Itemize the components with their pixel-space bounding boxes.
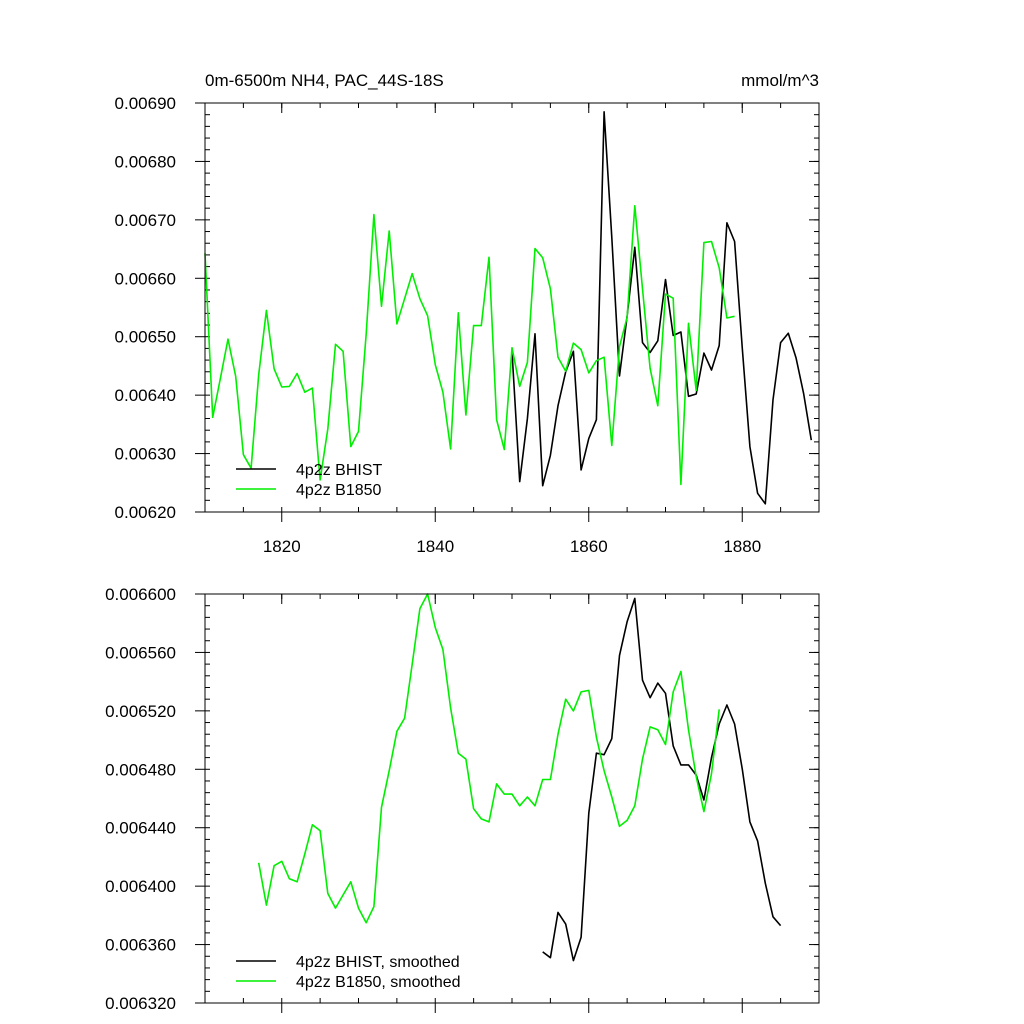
panel-bottom-ticks: 0.006320 0.006360 0.006400 0.006440 0.006480… [105,585,820,1013]
panel-top-x-tick-label: 1820 [263,537,301,556]
panel-top-legend-label-1: 4p2z BHIST [296,462,382,479]
panel-top-ticks: 1820 1840 1860 1880 0.00620 0.00630 0.00640 0.0… [115,94,820,556]
panel-top-title: 0m-6500m NH4, PAC_44S-18S [205,71,444,90]
panel-top-y-tick-label: 0.00680 [115,152,176,171]
panel-top-legend: 4p2z BHIST 4p2z B1850 [236,462,382,499]
panel-top-x-tick-label: 1860 [570,537,608,556]
panel-top-y-tick-label: 0.00630 [115,445,176,464]
panel-top: 0m-6500m NH4, PAC_44S-18S mmol/m^3 1820 1… [115,71,820,556]
panel-top-x-tick-label: 1880 [723,537,761,556]
panel-bottom-y-tick-label: 0.006520 [105,702,176,721]
panel-bottom-y-tick-label: 0.006480 [105,760,176,779]
panel-bottom-legend-label-1: 4p2z BHIST, smoothed [296,954,460,971]
panel-top-series-line-1 [511,111,813,505]
panel-top-units: mmol/m^3 [741,71,819,90]
panel-bottom-y-tick-label: 0.006600 [105,585,176,604]
panel-top-series-line-2 [204,205,735,486]
panel-bottom-y-tick-label: 0.006560 [105,643,176,662]
panel-bottom: 0.006320 0.006360 0.006400 0.006440 0.006480… [105,585,820,1013]
panel-top-legend-label-2: 4p2z B1850 [296,482,382,499]
panel-bottom-legend: 4p2z BHIST, smoothed 4p2z B1850, smoothed [236,954,461,991]
panel-bottom-y-tick-label: 0.006440 [105,819,176,838]
panel-top-y-tick-label: 0.00650 [115,328,176,347]
panel-bottom-plot-frame [204,593,820,1004]
panel-top-y-tick-label: 0.00690 [115,94,176,113]
panel-top-series [204,111,813,505]
panel-top-y-tick-label: 0.00640 [115,386,176,405]
panel-bottom-y-tick-label: 0.006320 [105,994,176,1013]
panel-bottom-legend-label-2: 4p2z B1850, smoothed [296,974,461,991]
panel-top-y-tick-label: 0.00620 [115,503,176,522]
panel-bottom-series-line-2 [257,593,720,924]
panel-bottom-y-tick-label: 0.006360 [105,936,176,955]
panel-bottom-series [257,593,782,962]
panel-top-x-tick-label: 1840 [416,537,454,556]
panel-top-y-tick-label: 0.00660 [115,269,176,288]
panel-top-y-tick-label: 0.00670 [115,211,176,230]
panel-top-plot-frame [204,102,820,513]
panel-bottom-y-tick-label: 0.006400 [105,877,176,896]
panel-bottom-series-line-1 [542,597,782,962]
